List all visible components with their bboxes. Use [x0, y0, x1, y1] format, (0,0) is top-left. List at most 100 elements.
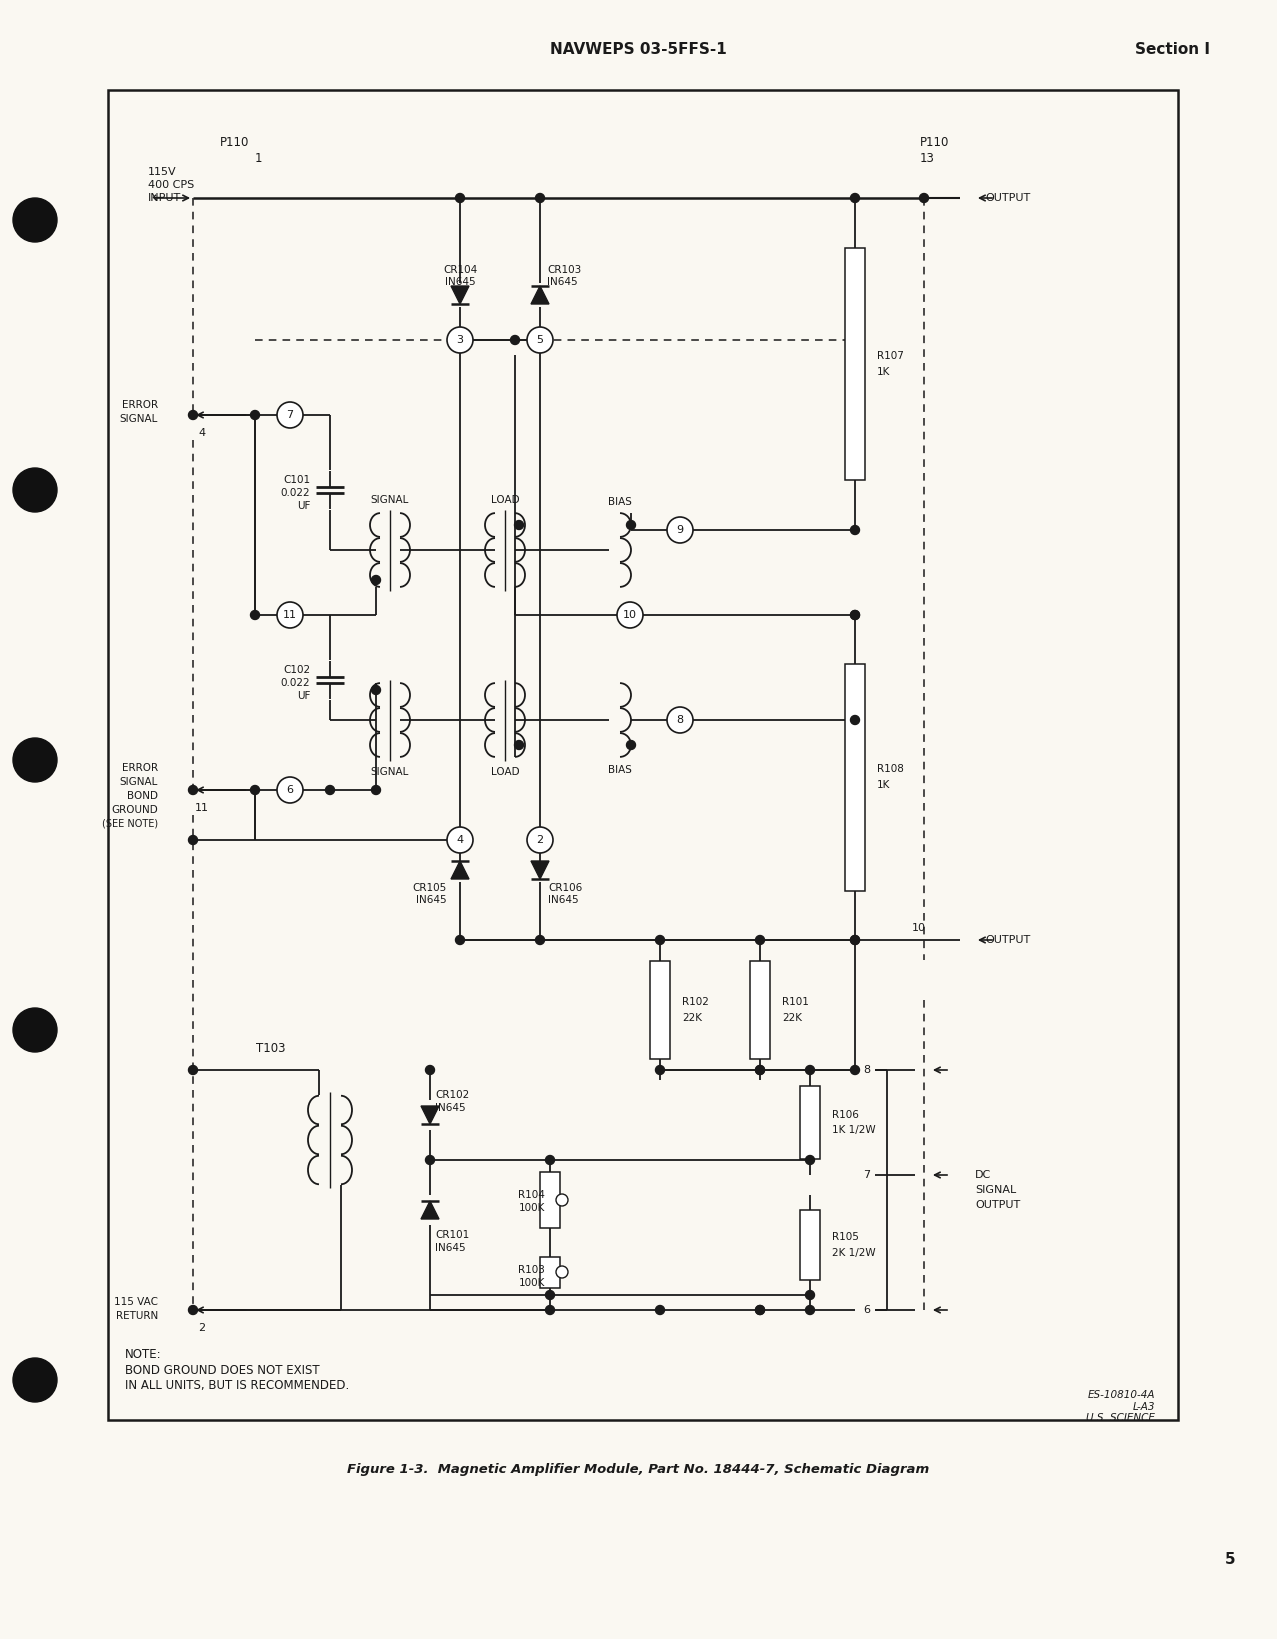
Circle shape [13, 198, 57, 243]
Circle shape [806, 1306, 815, 1314]
Circle shape [655, 1065, 664, 1075]
Text: IN645: IN645 [416, 895, 447, 905]
Text: UF: UF [296, 502, 310, 511]
Circle shape [806, 1065, 815, 1075]
Text: 22K: 22K [682, 1013, 702, 1023]
Circle shape [655, 936, 664, 944]
Text: IN645: IN645 [548, 895, 578, 905]
Text: BIAS: BIAS [608, 497, 632, 506]
Text: 9: 9 [677, 524, 683, 534]
Text: INPUT: INPUT [148, 193, 181, 203]
Text: CR101: CR101 [435, 1229, 469, 1241]
Text: P110: P110 [220, 136, 249, 149]
Text: 7: 7 [286, 410, 294, 420]
Circle shape [372, 575, 381, 585]
Circle shape [250, 610, 259, 620]
Text: LOAD: LOAD [490, 767, 520, 777]
Circle shape [515, 521, 524, 529]
Text: DC: DC [976, 1170, 991, 1180]
Polygon shape [531, 860, 549, 879]
Text: Section I: Section I [1135, 43, 1211, 57]
Text: R103: R103 [518, 1265, 545, 1275]
Circle shape [250, 785, 259, 795]
Circle shape [617, 602, 644, 628]
Polygon shape [421, 1106, 439, 1124]
Bar [650, 960, 670, 1059]
Polygon shape [531, 285, 549, 303]
Polygon shape [451, 860, 469, 879]
Circle shape [425, 1155, 434, 1164]
Circle shape [250, 410, 259, 420]
Bar [799, 1085, 820, 1159]
Text: SIGNAL: SIGNAL [120, 777, 158, 787]
Text: IN645: IN645 [547, 277, 577, 287]
Polygon shape [421, 1201, 439, 1219]
Text: 10: 10 [912, 923, 926, 933]
Text: R107: R107 [877, 351, 904, 361]
Circle shape [545, 1155, 554, 1164]
Text: 1K 1/2W: 1K 1/2W [833, 1126, 876, 1136]
Text: SIGNAL: SIGNAL [370, 495, 409, 505]
Text: OUTPUT: OUTPUT [985, 934, 1031, 946]
Circle shape [527, 328, 553, 352]
Circle shape [189, 1306, 198, 1314]
Text: 1: 1 [255, 151, 263, 164]
Circle shape [535, 193, 544, 203]
Text: 3: 3 [456, 334, 464, 344]
Text: 11: 11 [195, 803, 209, 813]
Text: CR106: CR106 [548, 883, 582, 893]
Text: ERROR: ERROR [121, 764, 158, 774]
Text: 4: 4 [198, 428, 206, 438]
Circle shape [756, 1306, 765, 1314]
Text: 10: 10 [623, 610, 637, 620]
Circle shape [545, 1290, 554, 1300]
Text: 2K 1/2W: 2K 1/2W [833, 1247, 876, 1259]
Circle shape [850, 193, 859, 203]
Text: BIAS: BIAS [608, 765, 632, 775]
Circle shape [655, 1306, 664, 1314]
Text: R105: R105 [833, 1233, 859, 1242]
Circle shape [189, 410, 198, 420]
Text: ES-10810-4A
L-A3
U.S. SCIENCE: ES-10810-4A L-A3 U.S. SCIENCE [1087, 1390, 1154, 1423]
Circle shape [555, 1193, 568, 1206]
Text: 6: 6 [286, 785, 294, 795]
Circle shape [850, 610, 859, 620]
Text: 6: 6 [863, 1305, 870, 1314]
Text: 8: 8 [677, 715, 683, 724]
Circle shape [627, 741, 636, 749]
Text: OUTPUT: OUTPUT [985, 193, 1031, 203]
Text: 22K: 22K [782, 1013, 802, 1023]
Circle shape [850, 716, 859, 724]
Circle shape [456, 936, 465, 944]
Circle shape [372, 785, 381, 795]
Text: 115V: 115V [148, 167, 176, 177]
Text: 400 CPS: 400 CPS [148, 180, 194, 190]
Text: OUTPUT: OUTPUT [976, 1200, 1020, 1210]
Circle shape [850, 936, 859, 944]
Circle shape [456, 336, 465, 344]
Polygon shape [451, 285, 469, 303]
Circle shape [667, 516, 693, 543]
Text: T103: T103 [255, 1041, 285, 1054]
Circle shape [189, 836, 198, 844]
Circle shape [756, 1306, 765, 1314]
Text: CR105: CR105 [412, 883, 447, 893]
Text: 13: 13 [919, 151, 935, 164]
Bar [750, 960, 770, 1059]
Text: 115 VAC: 115 VAC [114, 1296, 158, 1306]
Circle shape [326, 785, 335, 795]
Text: Figure 1-3.  Magnetic Amplifier Module, Part No. 18444-7, Schematic Diagram: Figure 1-3. Magnetic Amplifier Module, P… [347, 1464, 930, 1477]
Bar [540, 1172, 561, 1228]
Bar [799, 1210, 820, 1280]
Circle shape [515, 741, 524, 749]
Text: IN645: IN645 [444, 277, 475, 287]
Circle shape [756, 1065, 765, 1075]
Text: UF: UF [296, 692, 310, 701]
Circle shape [919, 193, 928, 203]
Bar [845, 664, 865, 892]
Text: ERROR: ERROR [121, 400, 158, 410]
Text: R108: R108 [877, 764, 904, 775]
Circle shape [850, 610, 859, 620]
Text: 100K: 100K [518, 1203, 545, 1213]
Circle shape [555, 1265, 568, 1278]
